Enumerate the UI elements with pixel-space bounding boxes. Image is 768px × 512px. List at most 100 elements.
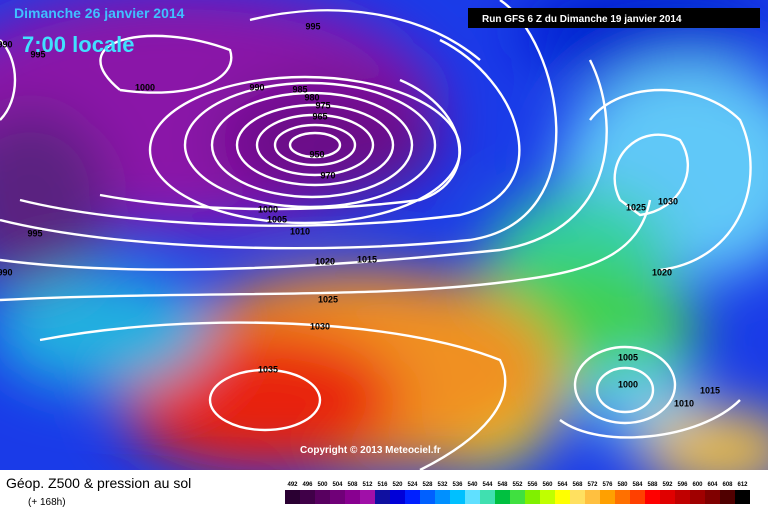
isobars (0, 0, 752, 470)
run-box (468, 8, 760, 28)
scale-cell (315, 490, 330, 504)
scale-label: 548 (497, 482, 508, 488)
scale-cell (420, 490, 435, 504)
scale-label: 564 (557, 482, 568, 488)
scale-cell (390, 490, 405, 504)
scale-label: 576 (602, 482, 613, 488)
scale-label: 512 (362, 482, 373, 488)
scale-cell (450, 490, 465, 504)
scale-cell (630, 490, 645, 504)
scale-cell (720, 490, 735, 504)
field: 9959909951000990985980975965950970100010… (0, 0, 768, 470)
isobar-label: 1015 (700, 385, 720, 395)
scale-cell (435, 490, 450, 504)
isobar-label: 1030 (658, 196, 678, 206)
scale-label: 568 (572, 482, 583, 488)
scale-cell (480, 490, 495, 504)
footer-range: (+ 168h) (28, 497, 66, 508)
isobar-label: 995 (30, 49, 45, 59)
scale-cell (345, 490, 360, 504)
scale-label: 604 (707, 482, 718, 488)
isobar-label: 990 (0, 39, 13, 49)
isobar-label: 995 (305, 21, 320, 31)
scale-cell (300, 490, 315, 504)
scale-label: 544 (482, 482, 493, 488)
isobar-label: 1010 (674, 398, 694, 408)
scale-cell (600, 490, 615, 504)
isobar-label: 1025 (626, 202, 646, 212)
isobar-label: 1000 (618, 379, 638, 389)
scale-cell (675, 490, 690, 504)
isobar-label: 1035 (258, 364, 278, 374)
color-scale: 492 496 500 504 508 512 516 520 524 528 532 536 540 5… (285, 482, 750, 504)
isobar-label: 1005 (618, 352, 638, 362)
scale-label: 504 (332, 482, 343, 488)
isobar-label: 950 (309, 149, 324, 159)
scale-label: 520 (392, 482, 403, 488)
copyright: Copyright © 2013 Meteociel.fr (300, 445, 441, 456)
isobar-label: 985 (292, 84, 307, 94)
scale-label: 540 (467, 482, 478, 488)
scale-label: 536 (452, 482, 463, 488)
run-info: Run GFS 6 Z du Dimanche 19 janvier 2014 (482, 14, 682, 25)
scale-cell (645, 490, 660, 504)
isobar-label: 1020 (652, 267, 672, 277)
scale-cell (735, 490, 750, 504)
scale-label: 532 (437, 482, 448, 488)
scale-cell (690, 490, 705, 504)
scale-cell (525, 490, 540, 504)
scale-cell (405, 490, 420, 504)
scale-cell (615, 490, 630, 504)
scale-label: 592 (662, 482, 673, 488)
scale-cell (555, 490, 570, 504)
forecast-time: 7:00 locale (22, 32, 135, 57)
isobar-label: 970 (320, 170, 335, 180)
scale-cell (285, 490, 300, 504)
scale-cell (705, 490, 720, 504)
scale-label: 500 (317, 482, 328, 488)
isobar-label: 975 (315, 100, 330, 110)
scale-label: 556 (527, 482, 538, 488)
scale-label: 524 (407, 482, 418, 488)
isobar-label: 1015 (357, 254, 377, 264)
scale-label: 508 (347, 482, 358, 488)
scale-label: 596 (677, 482, 688, 488)
scale-label: 528 (422, 482, 433, 488)
isobar-label: 1020 (315, 256, 335, 266)
scale-cell (660, 490, 675, 504)
scale-label: 516 (377, 482, 388, 488)
scale-label: 600 (692, 482, 703, 488)
scale-cell (510, 490, 525, 504)
scale-cell (540, 490, 555, 504)
scale-label: 492 (287, 482, 298, 488)
scale-cell (375, 490, 390, 504)
scale-label: 560 (542, 482, 553, 488)
scale-label: 572 (587, 482, 598, 488)
forecast-date: Dimanche 26 janvier 2014 (14, 5, 185, 21)
isobar-label: 1000 (135, 82, 155, 92)
scale-label: 608 (722, 482, 733, 488)
scale-cell (465, 490, 480, 504)
isobar-label: 990 (0, 267, 13, 277)
scale-label: 496 (302, 482, 313, 488)
scale-cell (360, 490, 375, 504)
isobar-label: 990 (249, 82, 264, 92)
scale-label: 584 (632, 482, 643, 488)
isobar-label: 1030 (310, 321, 330, 331)
isobar-label: 1000 (258, 204, 278, 214)
scale-cell (330, 490, 345, 504)
footer-title: Géop. Z500 & pression au sol (6, 475, 191, 491)
isobar-label: 995 (27, 228, 42, 238)
scale-label: 580 (617, 482, 628, 488)
isobar-label: 1025 (318, 294, 338, 304)
scale-cell (495, 490, 510, 504)
isobar-label: 1005 (267, 214, 287, 224)
scale-label: 612 (737, 482, 748, 488)
scale-cell (585, 490, 600, 504)
isobar-label: 965 (312, 111, 327, 121)
scale-label: 552 (512, 482, 523, 488)
isobar-label: 1010 (290, 226, 310, 236)
scale-label: 588 (647, 482, 658, 488)
isobar-label: 980 (304, 92, 319, 102)
